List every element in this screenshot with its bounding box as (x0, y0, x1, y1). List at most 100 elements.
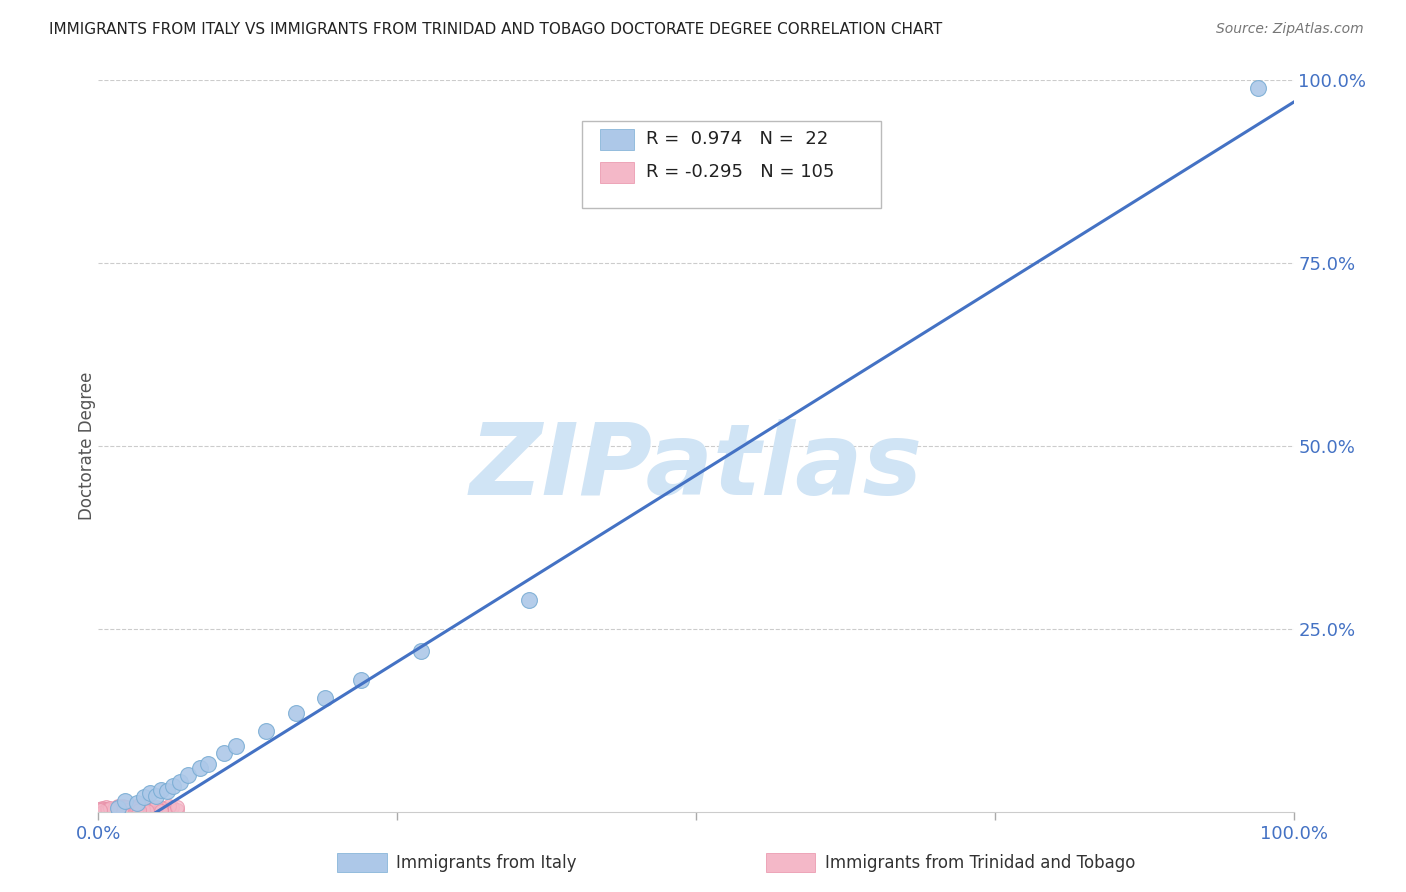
Point (153, 804, 176, 818)
Point (125, 796, 148, 810)
Point (121, 801, 143, 815)
Point (122, 800, 145, 814)
Point (117, 802, 139, 816)
Point (129, 805, 152, 819)
Point (112, 798, 135, 813)
Point (128, 803, 150, 817)
Point (108, 805, 131, 819)
Point (120, 801, 142, 815)
Point (149, 801, 172, 815)
Point (136, 804, 159, 818)
Point (93, 804, 115, 818)
Point (101, 802, 124, 816)
Point (197, 757, 219, 772)
Text: Immigrants from Italy: Immigrants from Italy (396, 854, 576, 871)
Point (115, 803, 138, 817)
Point (160, 800, 183, 814)
Point (153, 805, 176, 819)
Text: R =  0.974   N =  22: R = 0.974 N = 22 (645, 130, 828, 148)
Point (107, 801, 129, 815)
Point (128, 803, 150, 817)
Text: IMMIGRANTS FROM ITALY VS IMMIGRANTS FROM TRINIDAD AND TOBAGO DOCTORATE DEGREE CO: IMMIGRANTS FROM ITALY VS IMMIGRANTS FROM… (49, 22, 942, 37)
Point (155, 784, 177, 798)
Point (125, 802, 148, 816)
Point (517, 592, 540, 607)
Point (100, 804, 122, 818)
Point (148, 804, 170, 818)
Text: Source: ZipAtlas.com: Source: ZipAtlas.com (1216, 22, 1364, 37)
Point (153, 801, 176, 815)
Point (315, 691, 337, 706)
Point (110, 804, 132, 818)
Point (110, 804, 132, 818)
Point (111, 800, 134, 814)
Point (131, 802, 153, 816)
Point (89, 804, 111, 818)
Point (112, 804, 135, 818)
Point (117, 803, 139, 817)
Point (103, 802, 125, 816)
Point (162, 779, 184, 793)
Point (97, 803, 120, 817)
Point (284, 706, 307, 720)
Point (91, 805, 114, 819)
Point (101, 803, 124, 817)
Point (149, 803, 172, 817)
Point (125, 798, 148, 813)
Point (114, 802, 136, 816)
Point (141, 802, 163, 816)
Point (166, 800, 188, 814)
Point (120, 801, 142, 815)
Point (111, 805, 134, 819)
Point (103, 804, 125, 818)
Point (136, 804, 159, 818)
Point (212, 746, 235, 760)
Text: Immigrants from Trinidad and Tobago: Immigrants from Trinidad and Tobago (825, 854, 1136, 871)
Point (169, 775, 191, 789)
Point (149, 782, 172, 797)
Point (101, 803, 124, 817)
Point (411, 644, 433, 658)
Point (112, 800, 135, 814)
Point (107, 803, 129, 817)
Point (107, 804, 129, 818)
Point (125, 801, 148, 815)
Point (104, 802, 127, 816)
Point (98, 801, 121, 815)
Point (177, 768, 200, 782)
Point (111, 804, 134, 818)
Point (91, 802, 114, 816)
Point (139, 801, 162, 815)
Point (122, 801, 145, 815)
Point (89, 804, 111, 818)
Point (91, 801, 114, 815)
Point (188, 761, 211, 775)
Point (118, 802, 141, 816)
FancyBboxPatch shape (582, 120, 882, 208)
Point (89, 804, 111, 818)
Point (150, 805, 173, 819)
FancyBboxPatch shape (600, 162, 634, 183)
Point (107, 799, 129, 814)
Point (105, 800, 128, 814)
Point (143, 801, 166, 815)
Point (131, 803, 153, 817)
Point (114, 800, 136, 814)
Y-axis label: Doctorate Degree: Doctorate Degree (79, 372, 96, 520)
Point (96, 800, 118, 814)
Point (112, 803, 135, 817)
Point (98, 804, 121, 818)
Point (1247, 80, 1270, 95)
Point (114, 794, 136, 808)
Text: ZIPatlas: ZIPatlas (470, 419, 922, 516)
Point (129, 804, 152, 818)
Point (117, 802, 139, 816)
Point (120, 801, 142, 815)
Point (94, 803, 117, 817)
Point (254, 724, 277, 739)
Text: R = -0.295   N = 105: R = -0.295 N = 105 (645, 163, 834, 181)
Point (90, 803, 112, 817)
Point (108, 805, 131, 819)
Point (96, 802, 118, 816)
Point (145, 789, 167, 803)
